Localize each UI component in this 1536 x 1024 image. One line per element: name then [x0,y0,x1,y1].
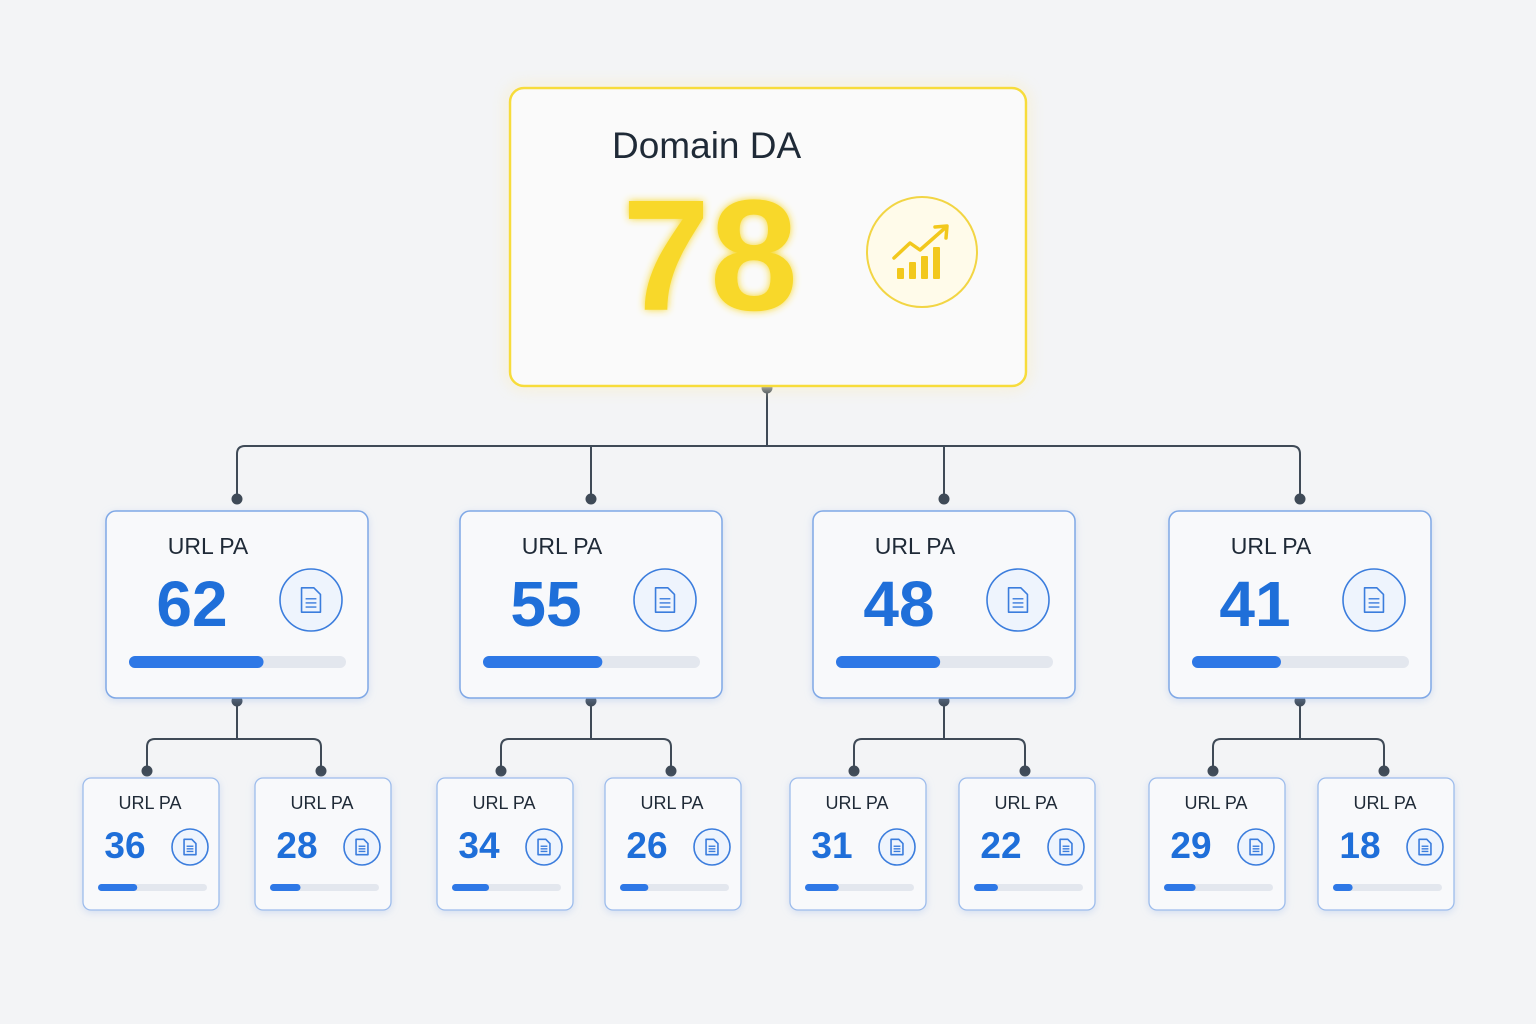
url-card-small [254,777,392,911]
connectors [141,382,1390,777]
connector-dot [231,493,243,505]
url-card [812,510,1076,699]
url-card-small [1148,777,1286,911]
doc-icon [1059,838,1073,856]
progress-track [1333,884,1442,891]
progress-bar [974,884,998,891]
progress-bar [1192,656,1281,668]
url-card-small [82,777,220,911]
doc-icon [171,828,209,866]
doc-icon [183,838,197,856]
url-value: 31 [811,825,852,866]
progress-bar [805,884,839,891]
doc-icon [537,838,551,856]
root-label: Domain DA [612,125,801,166]
url-label: URL PA [522,533,603,559]
progress-bar [452,884,490,891]
url-label: URL PA [994,793,1057,813]
url-value: 26 [626,825,667,866]
url-card-small [436,777,574,911]
doc-icon [654,587,676,613]
url-value: 48 [863,568,934,640]
url-value: 22 [980,825,1021,866]
connector [236,445,1301,499]
connector [500,738,672,771]
doc-icon [986,568,1050,632]
url-label: URL PA [1231,533,1312,559]
doc-icon [1406,828,1444,866]
progress-bar [836,656,941,668]
progress-bar [1333,884,1353,891]
url-card [459,510,723,699]
url-value: 41 [1219,568,1290,640]
url-label: URL PA [875,533,956,559]
doc-icon [633,568,697,632]
progress-bar [129,656,264,668]
connector-dot [1019,765,1031,777]
doc-icon [300,587,322,613]
url-card [105,510,369,699]
trend-icon [866,196,978,308]
root-card [508,86,1028,388]
url-label: URL PA [472,793,535,813]
doc-icon [1249,838,1263,856]
url-label: URL PA [290,793,353,813]
connector-dot [1294,493,1306,505]
url-label: URL PA [168,533,249,559]
connector-dot [315,765,327,777]
doc-icon [1007,587,1029,613]
url-label: URL PA [640,793,703,813]
url-card-small [958,777,1096,911]
doc-icon [878,828,916,866]
connector-dot [848,765,860,777]
doc-icon [705,838,719,856]
doc-icon [1418,838,1432,856]
connector-dot [585,493,597,505]
doc-icon [890,838,904,856]
url-value: 29 [1170,825,1211,866]
connector [1212,738,1385,771]
url-card [1168,510,1432,699]
url-value: 36 [104,825,145,866]
url-value: 55 [510,568,581,640]
doc-icon [525,828,563,866]
progress-bar [98,884,138,891]
url-value: 18 [1339,825,1380,866]
progress-bar [483,656,603,668]
doc-icon [693,828,731,866]
progress-bar [270,884,301,891]
url-label: URL PA [1353,793,1416,813]
connector-dot [1378,765,1390,777]
doc-icon [1237,828,1275,866]
doc-icon [279,568,343,632]
url-label: URL PA [118,793,181,813]
connector-dot [141,765,153,777]
url-label: URL PA [1184,793,1247,813]
url-card-small [1317,777,1455,911]
progress-bar [1164,884,1196,891]
url-label: URL PA [825,793,888,813]
connector-dot [665,765,677,777]
doc-icon [1363,587,1385,613]
url-card-small [604,777,742,911]
url-value: 34 [458,825,500,866]
doc-icon [355,838,369,856]
connector-dot [1207,765,1219,777]
progress-bar [620,884,649,891]
progress-track [974,884,1083,891]
connector-dot [938,493,950,505]
connector [146,738,322,771]
root-value: 78 [622,168,798,344]
url-value: 28 [276,825,317,866]
connector-dot [495,765,507,777]
connector [853,738,1026,771]
doc-icon [1342,568,1406,632]
doc-icon [1047,828,1085,866]
url-card-small [789,777,927,911]
url-value: 62 [156,568,227,640]
doc-icon [343,828,381,866]
